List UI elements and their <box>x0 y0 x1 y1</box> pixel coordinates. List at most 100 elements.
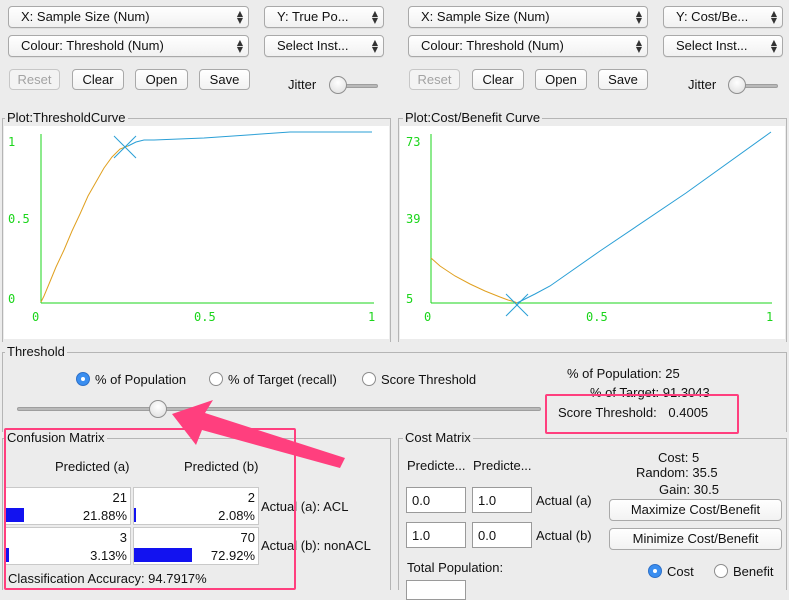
random-readout: Random: 35.5 <box>636 465 718 480</box>
selected-point-cross-icon <box>505 293 529 317</box>
right-x-tick-1: 0 <box>424 310 432 324</box>
cost-col-header-a: Predicte... <box>407 458 466 473</box>
cost-row-label-a: Actual (a) <box>536 493 592 508</box>
radio-benefit-label: Benefit <box>733 564 774 579</box>
radio-percent-target[interactable]: % of Target (recall) <box>209 372 337 387</box>
selected-point-cross-icon <box>113 135 137 159</box>
radio-percent-target-label: % of Target (recall) <box>228 372 337 387</box>
right-open-button[interactable]: Open <box>535 69 587 90</box>
cell-percent: 2.08% <box>218 508 255 523</box>
left-x-axis-combo-label: X: Sample Size (Num) <box>21 9 150 24</box>
threshold-slider-track <box>17 407 541 411</box>
maximize-cost-benefit-button[interactable]: Maximize Cost/Benefit <box>609 499 782 521</box>
radio-score-threshold-label: Score Threshold <box>381 372 477 387</box>
left-x-axis-combo[interactable]: X: Sample Size (Num) ▲ ▼ <box>8 6 249 28</box>
cost-row-label-b: Actual (b) <box>536 528 592 543</box>
cost-ba-field[interactable]: 1.0 <box>406 522 466 548</box>
radio-percent-population[interactable]: % of Population <box>76 372 186 387</box>
confusion-matrix-title: Confusion Matrix <box>5 430 107 445</box>
score-threshold-readout: Score Threshold: 0.4005 <box>556 405 711 420</box>
gain-readout: Gain: 30.5 <box>659 482 719 497</box>
confusion-cell-bb: 70 72.92% <box>133 527 259 565</box>
left-y-tick-1: 1 <box>8 135 16 149</box>
right-x-axis-combo[interactable]: X: Sample Size (Num) ▲ ▼ <box>408 6 648 28</box>
left-jitter-label: Jitter <box>288 77 317 92</box>
right-plot-title: Plot:Cost/Benefit Curve <box>403 110 543 125</box>
cost-readout: Cost: 5 <box>658 450 700 465</box>
right-x-axis-combo-label: X: Sample Size (Num) <box>421 9 550 24</box>
radio-empty-icon <box>209 372 223 386</box>
right-jitter-label: Jitter <box>688 77 717 92</box>
left-save-button[interactable]: Save <box>199 69 250 90</box>
target-readout: % of Target: 91.3043 <box>590 385 710 400</box>
score-threshold-label: Score Threshold: <box>558 405 657 420</box>
cell-percent: 21.88% <box>82 508 127 523</box>
cost-matrix-title: Cost Matrix <box>403 430 473 445</box>
right-y-axis-combo[interactable]: Y: Cost/Be... ▲ ▼ <box>663 6 783 28</box>
radio-cost-label: Cost <box>667 564 694 579</box>
cost-matrix-panel <box>398 438 787 590</box>
left-jitter-slider[interactable] <box>329 76 347 94</box>
left-colour-combo-label: Colour: Threshold (Num) <box>21 38 164 53</box>
cell-bar <box>6 548 9 562</box>
right-instance-combo[interactable]: Select Inst... ▲ ▼ <box>663 35 783 57</box>
left-plot-area[interactable]: 1 0.5 0 0 0.5 1 <box>4 126 389 339</box>
radio-benefit[interactable]: Benefit <box>714 564 773 579</box>
confusion-row-label-b: Actual (b): nonACL <box>261 538 371 553</box>
left-clear-button[interactable]: Clear <box>72 69 124 90</box>
left-y-axis-combo[interactable]: Y: True Po... ▲ ▼ <box>264 6 384 28</box>
right-y-tick-3: 5 <box>406 292 414 306</box>
updown-chevron-icon: ▲ ▼ <box>770 38 777 54</box>
left-y-tick-3: 0 <box>8 292 16 306</box>
score-annotation-box <box>545 394 739 434</box>
left-colour-combo[interactable]: Colour: Threshold (Num) ▲ ▼ <box>8 35 249 57</box>
cell-count: 3 <box>119 530 127 545</box>
classification-accuracy: Classification Accuracy: 94.7917% <box>8 571 207 586</box>
right-curve-orange <box>430 257 518 304</box>
right-instance-combo-label: Select Inst... <box>676 38 748 53</box>
threshold-panel <box>2 352 787 432</box>
left-x-tick-2: 0.5 <box>194 310 216 324</box>
radio-score-threshold[interactable]: Score Threshold <box>362 372 476 387</box>
left-instance-combo-label: Select Inst... <box>277 38 349 53</box>
left-y-axis-combo-label: Y: True Po... <box>277 9 349 24</box>
right-reset-button[interactable]: Reset <box>409 69 460 90</box>
minimize-cost-benefit-button[interactable]: Minimize Cost/Benefit <box>609 528 782 550</box>
score-threshold-value: 0.4005 <box>668 405 709 420</box>
left-open-button[interactable]: Open <box>135 69 188 90</box>
radio-empty-icon <box>714 564 728 578</box>
right-y-tick-1: 73 <box>406 135 421 149</box>
updown-chevron-icon: ▲ ▼ <box>635 9 642 25</box>
threshold-section-label: Threshold <box>5 344 67 359</box>
right-plot-panel <box>398 118 787 342</box>
cost-aa-field[interactable]: 0.0 <box>406 487 466 513</box>
right-y-axis-combo-label: Y: Cost/Be... <box>676 9 749 24</box>
right-x-tick-2: 0.5 <box>586 310 608 324</box>
cost-ab-field[interactable]: 1.0 <box>472 487 532 513</box>
right-curve-blue <box>516 131 772 304</box>
left-instance-combo[interactable]: Select Inst... ▲ ▼ <box>264 35 384 57</box>
confusion-annotation-box <box>4 428 296 590</box>
right-clear-button[interactable]: Clear <box>472 69 524 90</box>
right-colour-combo[interactable]: Colour: Threshold (Num) ▲ ▼ <box>408 35 648 57</box>
population-readout: % of Population: 25 <box>567 366 680 381</box>
right-plot-area[interactable]: 73 39 5 0 0.5 1 <box>400 126 785 339</box>
cost-bb-field[interactable]: 0.0 <box>472 522 532 548</box>
cell-bar <box>6 508 24 522</box>
left-reset-button[interactable]: Reset <box>9 69 60 90</box>
right-jitter-slider[interactable] <box>728 76 746 94</box>
radio-percent-population-label: % of Population <box>95 372 187 387</box>
right-save-button[interactable]: Save <box>598 69 648 90</box>
left-plot-panel <box>2 118 391 342</box>
updown-chevron-icon: ▲ ▼ <box>635 38 642 54</box>
updown-chevron-icon: ▲ ▼ <box>371 9 378 25</box>
total-population-field[interactable] <box>406 580 466 600</box>
cell-count: 2 <box>247 490 255 505</box>
radio-cost[interactable]: Cost <box>648 564 694 579</box>
threshold-slider[interactable] <box>149 400 168 418</box>
right-plot-svg <box>430 131 772 317</box>
left-curve-blue <box>127 131 372 147</box>
confusion-col-header-a: Predicted (a) <box>55 459 130 474</box>
confusion-cell-aa: 21 21.88% <box>5 487 131 525</box>
cost-col-header-b: Predicte... <box>473 458 532 473</box>
